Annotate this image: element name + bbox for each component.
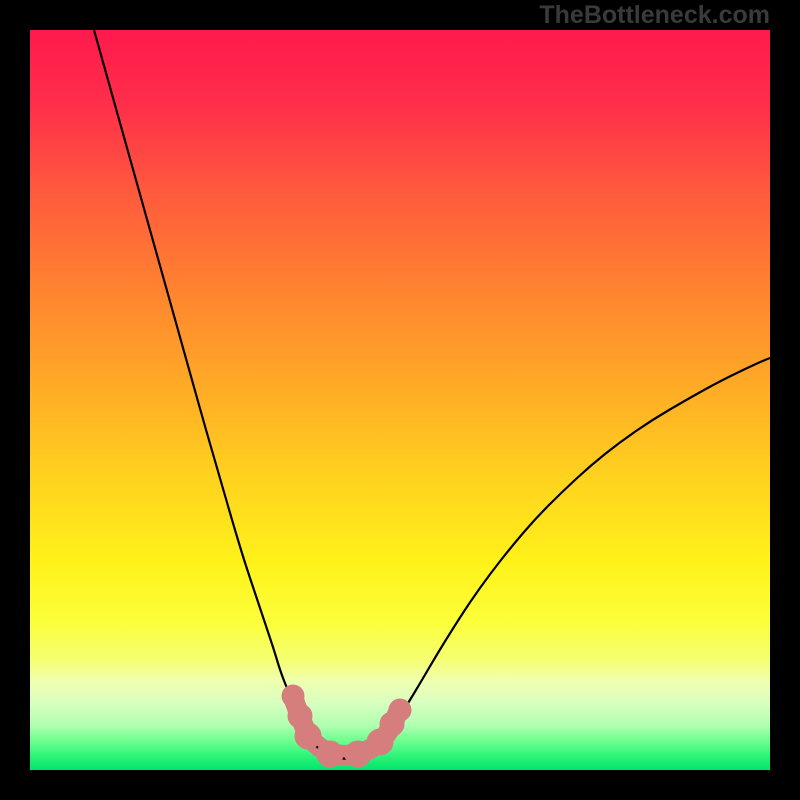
- data-marker: [390, 700, 410, 720]
- gradient-background: [30, 30, 770, 770]
- watermark-text: TheBottleneck.com: [539, 1, 770, 30]
- chart-frame: TheBottleneck.com: [0, 0, 800, 800]
- bottleneck-chart: [30, 30, 770, 770]
- data-marker: [318, 742, 342, 766]
- data-marker: [296, 724, 320, 748]
- data-marker: [283, 686, 303, 706]
- data-marker: [346, 742, 370, 766]
- plot-area: [30, 30, 770, 770]
